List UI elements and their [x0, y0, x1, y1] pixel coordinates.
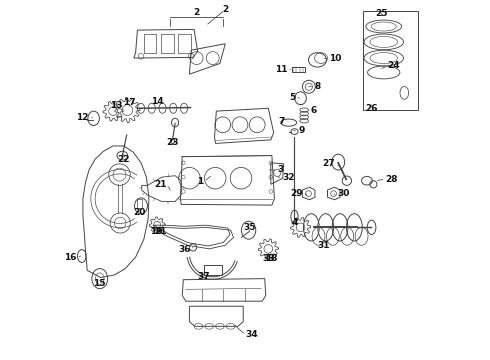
Text: 21: 21 [155, 180, 167, 189]
Text: 19: 19 [150, 228, 162, 237]
Text: 15: 15 [94, 279, 106, 288]
Bar [292, 67, 305, 72]
Text: 20: 20 [134, 208, 146, 217]
Text: 30: 30 [338, 189, 350, 198]
Text: 33: 33 [262, 254, 274, 263]
Text: 37: 37 [197, 271, 210, 280]
Text: 13: 13 [110, 101, 122, 110]
Text: 2: 2 [222, 5, 228, 14]
Text: 5: 5 [289, 93, 295, 102]
Text: 12: 12 [76, 113, 89, 122]
Text: 17: 17 [123, 98, 136, 107]
Text: 10: 10 [329, 54, 342, 63]
Text: 14: 14 [151, 96, 164, 105]
Text: 25: 25 [375, 9, 388, 18]
Bar [137, 199, 142, 208]
Text: 26: 26 [366, 104, 378, 113]
Text: 6: 6 [311, 106, 317, 115]
Text: 27: 27 [323, 159, 335, 168]
Text: 4: 4 [291, 218, 298, 227]
Text: 8: 8 [314, 82, 320, 91]
Text: 16: 16 [64, 253, 76, 262]
Text: 2: 2 [194, 8, 200, 17]
Text: 24: 24 [388, 62, 400, 71]
Bar [363, 12, 418, 110]
Text: 36: 36 [178, 246, 191, 255]
Text: 31: 31 [317, 241, 329, 250]
Text: 22: 22 [118, 155, 130, 164]
Text: 34: 34 [245, 330, 258, 339]
Text: 9: 9 [298, 126, 304, 135]
Text: 11: 11 [275, 65, 287, 74]
Text: 3: 3 [277, 166, 284, 175]
Text: 29: 29 [290, 189, 302, 198]
Text: 35: 35 [243, 223, 256, 232]
Text: 21: 21 [154, 228, 166, 237]
Text: 23: 23 [166, 138, 179, 147]
Text: 18: 18 [265, 254, 277, 263]
Bar [161, 34, 173, 53]
Bar [178, 34, 191, 53]
Text: 7: 7 [279, 117, 285, 126]
Bar [144, 34, 156, 53]
Text: 28: 28 [386, 175, 398, 184]
Text: 1: 1 [197, 177, 204, 186]
Text: 32: 32 [283, 173, 295, 182]
